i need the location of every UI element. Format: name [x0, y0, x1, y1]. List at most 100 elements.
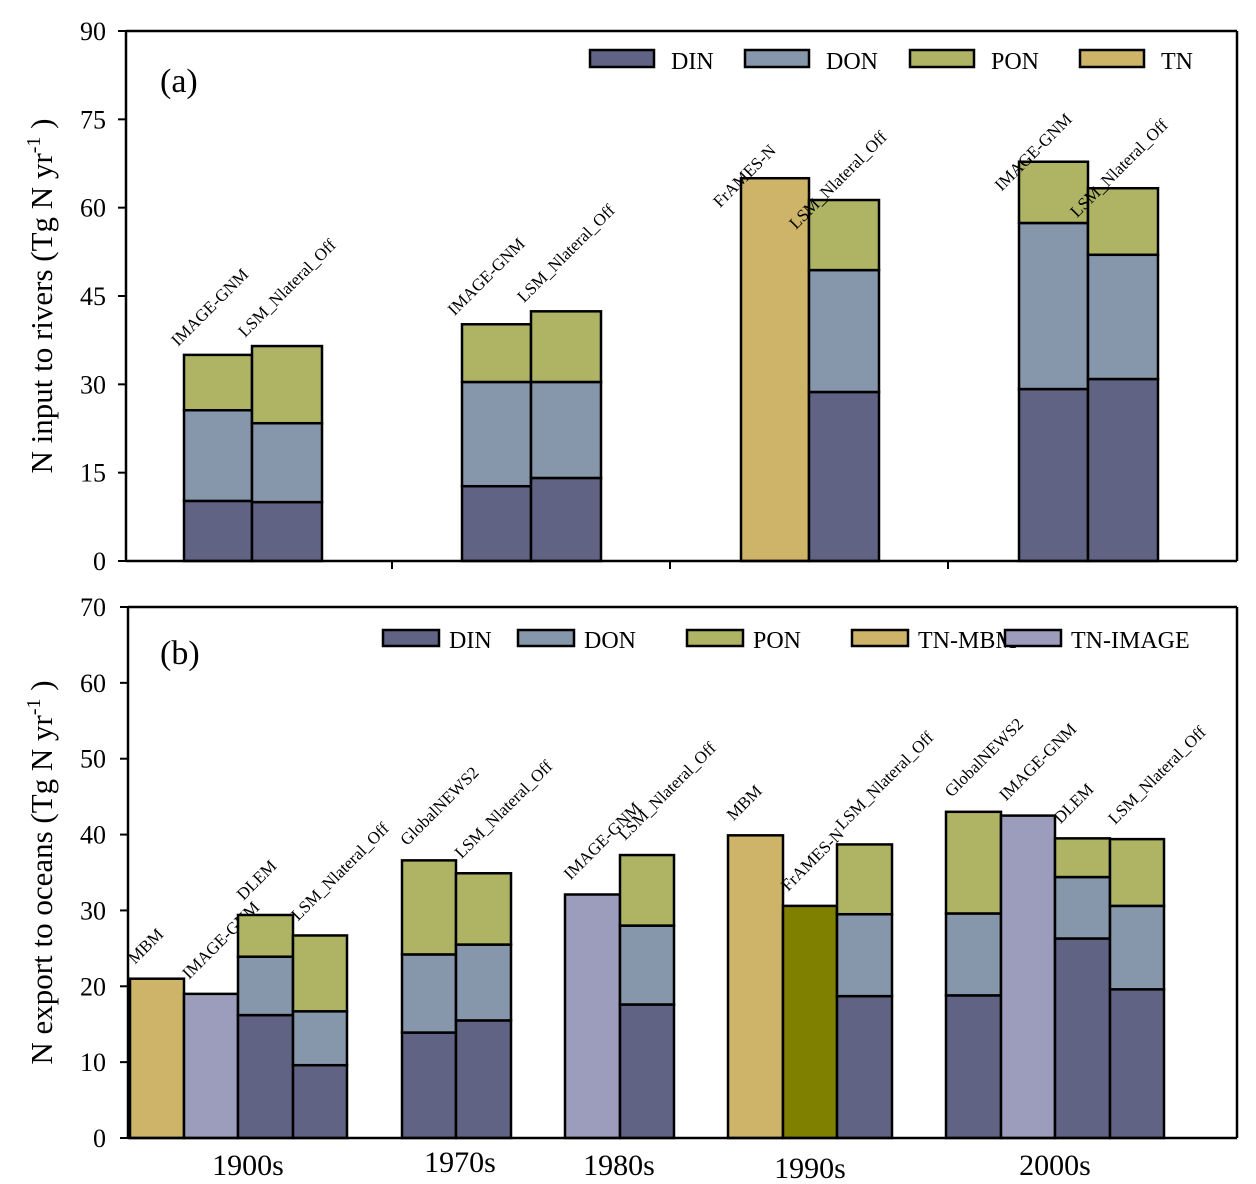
legend-swatch [381, 628, 441, 648]
legend-swatch [850, 628, 910, 648]
bar-segment-din [454, 1019, 513, 1140]
bar-segment-don [618, 924, 676, 1006]
bar-segment-don [1108, 904, 1166, 991]
panel-label: (b) [160, 635, 200, 672]
x-category-label: 1900s [212, 1149, 284, 1182]
bar-segment-don [250, 421, 324, 504]
bar-segment-pon [529, 310, 603, 384]
bar-segment-tn [739, 176, 811, 563]
y-tick-label: 90 [80, 17, 106, 46]
bar-segment-tn-image [182, 992, 240, 1140]
bar-segment-don [291, 1010, 349, 1067]
y-tick-label: 50 [80, 745, 106, 774]
y-tick-label: 10 [80, 1048, 106, 1077]
y-axis-title-close: ) [24, 680, 59, 698]
bar-model-label: MBM [723, 781, 766, 824]
bar-model-label: IMAGE-GNM [167, 265, 252, 350]
bar-model-label: LSM_Nlateral_Off [287, 819, 393, 925]
bar-segment-din [807, 390, 881, 563]
y-tick-label: 0 [93, 547, 106, 576]
bar-segment-din [1053, 937, 1112, 1140]
bar-segment-pon [291, 934, 349, 1013]
bar-segment-pon [460, 323, 533, 384]
bar-segment-din [400, 1031, 458, 1140]
bar-segment-don [236, 955, 295, 1017]
bar-segment-din [236, 1013, 295, 1140]
bar-segment-pon [400, 859, 458, 956]
bar-segment-don [1053, 875, 1112, 940]
y-tick-label: 60 [80, 194, 106, 223]
bar-model-label: MBM [124, 925, 167, 968]
bar-segment-don [1086, 253, 1160, 381]
bar-segment-din [182, 499, 254, 563]
bar-segment-din [291, 1063, 349, 1140]
bar-segment-tn-frames [781, 904, 839, 1140]
legend-label: DIN [671, 49, 714, 75]
bar-model-label: LSM_Nlateral_Off [1104, 722, 1210, 828]
x-category-label: 2000s [1019, 1149, 1091, 1182]
y-axis-title: N export to oceans (Tg N yr-1 ) [23, 680, 59, 1064]
x-category-label: 1970s [424, 1146, 496, 1179]
bar-model-label: LSM_Nlateral_Off [832, 728, 938, 834]
legend-swatch [908, 48, 976, 69]
bar-segment-din [460, 484, 533, 563]
bar-segment-don [944, 912, 1003, 997]
bar-segment-don [807, 268, 881, 394]
bar-segment-don [182, 408, 254, 503]
bar-segment-tn-mbm [128, 977, 186, 1140]
y-axis-title-close: ) [24, 118, 59, 136]
bar-segment-din [1086, 377, 1160, 563]
bar-model-label: LSM_Nlateral_Off [513, 201, 619, 307]
bar-segment-pon [1108, 837, 1166, 908]
y-tick-label: 75 [80, 105, 106, 134]
bar-segment-don [1017, 221, 1090, 391]
legend-swatch [516, 628, 576, 648]
y-axis-title-superscript: -1 [23, 137, 45, 154]
y-axis-title-main: N input to rivers (Tg N yr [24, 153, 59, 474]
bar-segment-tn-mbm [726, 834, 785, 1140]
y-tick-label: 40 [80, 821, 106, 850]
bar-segment-tn-image [563, 893, 622, 1140]
bar-model-label: IMAGE-GNM [444, 234, 529, 319]
bar-segment-pon [807, 198, 881, 272]
legend-swatch [1003, 628, 1063, 648]
x-category-label: 1980s [583, 1149, 655, 1182]
bar-model-label: DLEM [1050, 780, 1097, 827]
legend-label: DON [826, 49, 878, 75]
bar-segment-don [400, 953, 458, 1034]
bar-segment-pon [454, 872, 513, 946]
y-tick-label: 70 [80, 593, 106, 622]
legend-swatch [743, 48, 811, 69]
bar-model-label: DLEM [233, 856, 280, 903]
bar-segment-pon [1053, 837, 1112, 879]
bar-segment-don [529, 380, 603, 480]
bar-model-label: LSM_Nlateral_Off [614, 738, 720, 844]
bar-segment-pon [944, 810, 1003, 915]
legend-label: TN-IMAGE [1071, 628, 1190, 654]
legend-label: TN [1161, 49, 1193, 75]
y-tick-label: 30 [80, 896, 106, 925]
legend-label: DIN [449, 628, 492, 654]
y-tick-label: 15 [80, 459, 106, 488]
bar-segment-din [529, 476, 603, 563]
y-axis-title: N input to rivers (Tg N yr-1 ) [23, 118, 59, 473]
bar-segment-pon [250, 344, 324, 425]
bar-segment-din [250, 500, 324, 563]
bar-segment-din [618, 1003, 676, 1140]
legend-label: PON [753, 628, 801, 654]
bar-segment-din [944, 994, 1003, 1140]
bar-segment-don [835, 912, 894, 998]
bar-segment-don [454, 943, 513, 1022]
bar-segment-pon [618, 853, 676, 927]
bar-segment-don [460, 380, 533, 488]
legend-swatch [1078, 48, 1146, 69]
bar-segment-pon [236, 913, 295, 958]
y-tick-label: 20 [80, 972, 106, 1001]
bar-segment-tn-image [999, 814, 1057, 1140]
bar-segment-din [835, 994, 894, 1140]
y-tick-label: 45 [80, 282, 106, 311]
legend-swatch [685, 628, 745, 648]
panel-label: (a) [160, 63, 198, 100]
